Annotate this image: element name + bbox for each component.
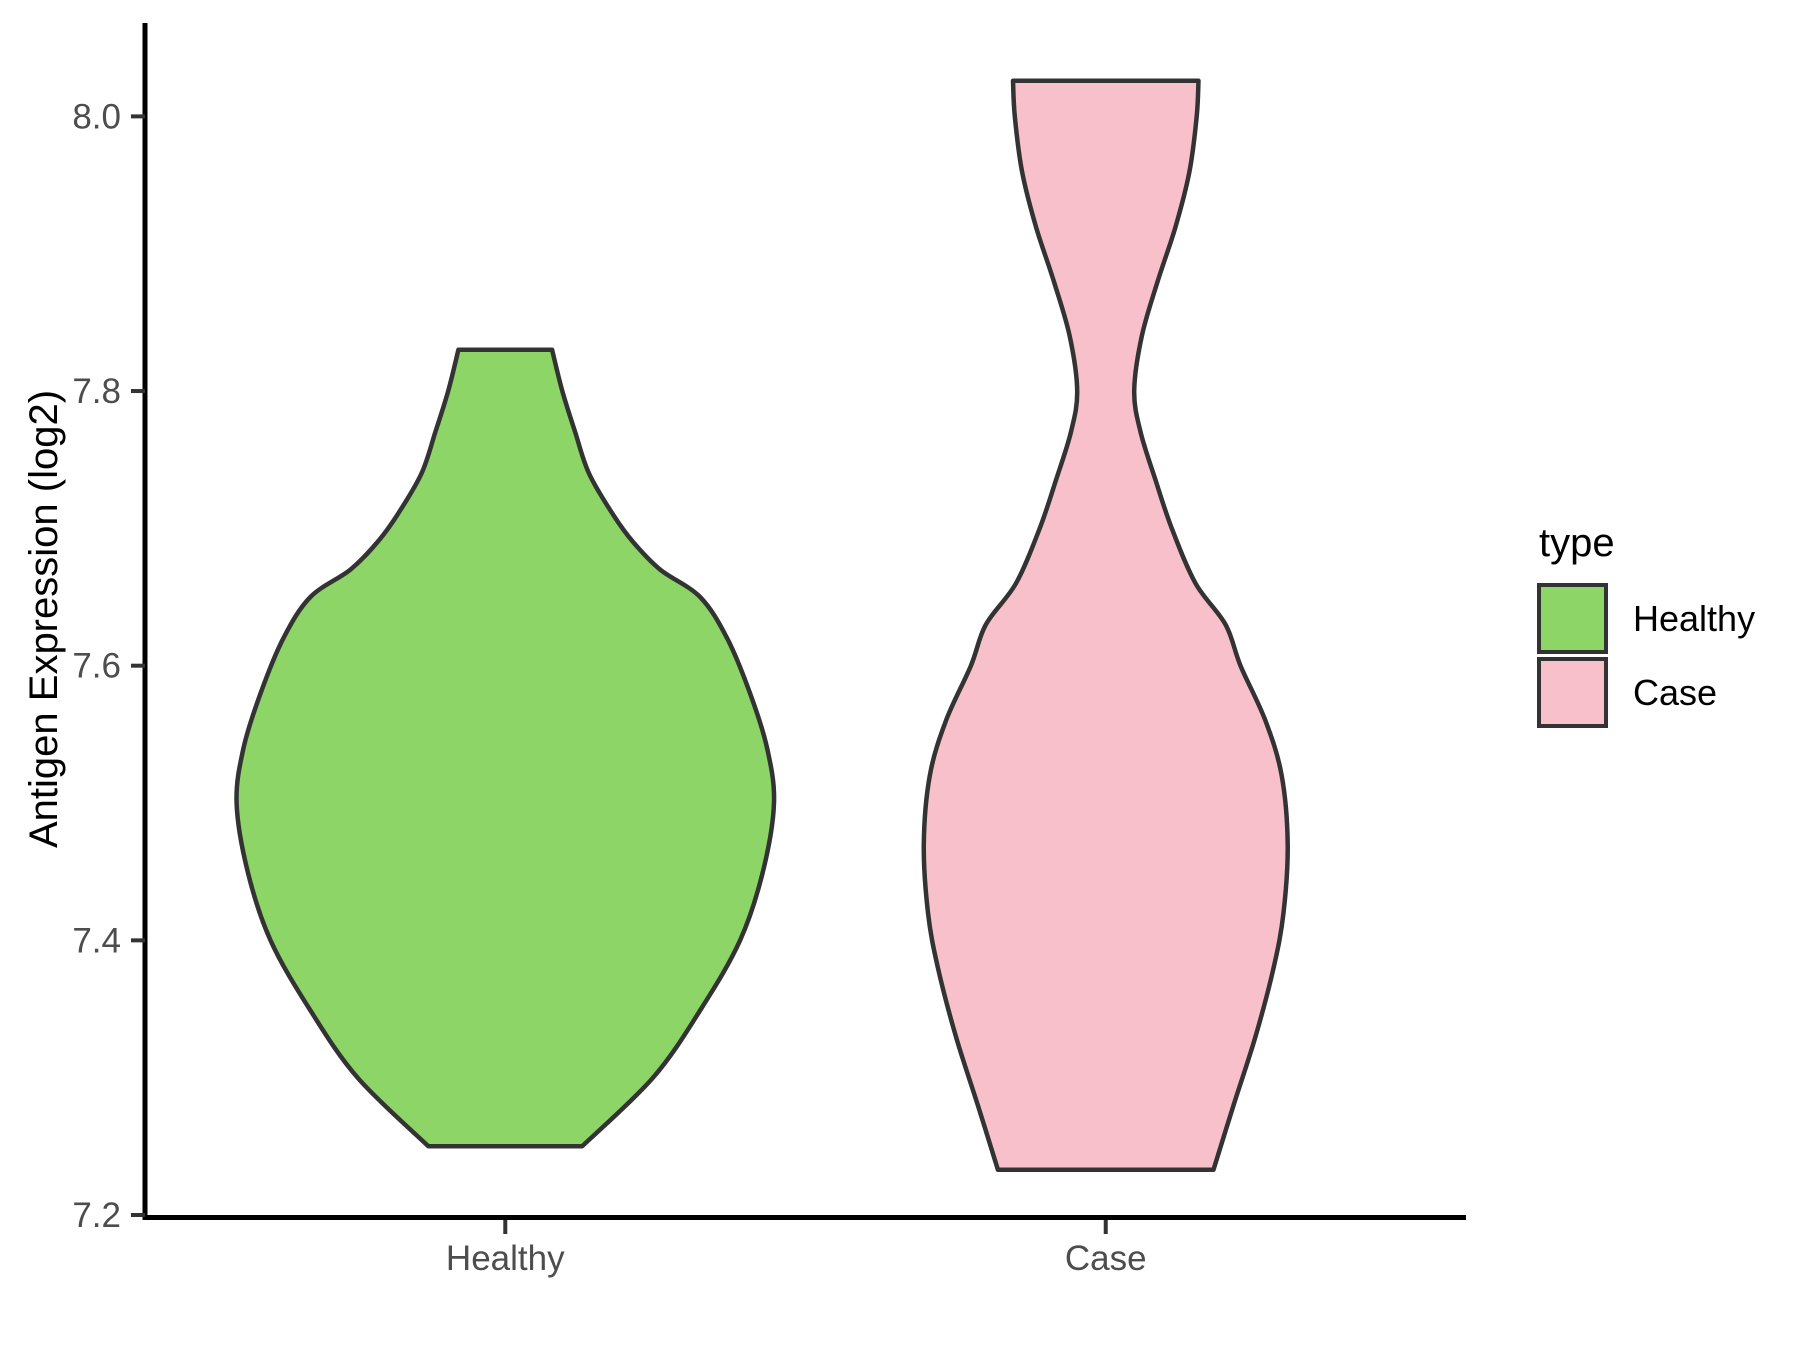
legend-entry-case: Case xyxy=(1537,657,1755,728)
violin-case xyxy=(921,78,1290,1172)
legend-label-healthy: Healthy xyxy=(1633,597,1756,639)
legend-label-case: Case xyxy=(1633,671,1718,713)
legend-key-healthy xyxy=(1537,583,1608,654)
y-axis-title: Antigen Expression (log2) xyxy=(22,389,66,849)
legend-key-case xyxy=(1537,657,1608,728)
y-tick-label-7.8: 7.8 xyxy=(72,372,121,411)
violin-healthy xyxy=(234,347,777,1149)
y-tick-label-8.0: 8.0 xyxy=(72,97,121,136)
y-tick-label-7.2: 7.2 xyxy=(72,1196,121,1235)
legend-title: type xyxy=(1539,521,1615,565)
x-tick-label-healthy: Healthy xyxy=(446,1239,565,1278)
legend: type Healthy Case xyxy=(1537,520,1755,731)
legend-entry-healthy: Healthy xyxy=(1537,583,1755,654)
x-tick-label-case: Case xyxy=(1065,1239,1147,1278)
y-tick-label-7.6: 7.6 xyxy=(72,647,121,686)
y-tick-label-7.4: 7.4 xyxy=(72,921,121,960)
